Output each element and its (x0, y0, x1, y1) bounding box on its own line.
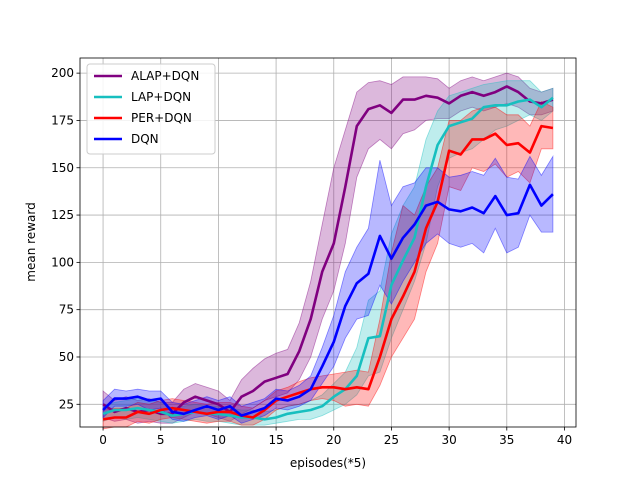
lap-dqn-line (102, 96, 554, 421)
y-tick-label: 125 (51, 208, 74, 222)
dqn-band (102, 154, 554, 424)
per-dqn-line (102, 124, 554, 421)
axes-frame (79, 57, 577, 428)
y-tick-label: 75 (59, 303, 74, 317)
legend: ALAP+DQN LAP+DQN PER+DQN DQN (86, 63, 216, 155)
x-tick-label: 30 (441, 433, 456, 447)
grid (80, 58, 576, 427)
x-tick-label: 25 (384, 433, 399, 447)
legend-label-per-dqn: PER+DQN (131, 111, 192, 125)
y-tick-label: 50 (59, 350, 74, 364)
legend-label-alap-dqn: ALAP+DQN (131, 69, 199, 83)
x-tick-label: 5 (157, 433, 165, 447)
x-axis-label: episodes(*5) (290, 456, 366, 470)
axis-ticks: 0 5 10 15 20 25 30 35 40 25 50 75 100 125 150 175 200 (51, 66, 572, 447)
y-tick-label: 175 (51, 113, 74, 127)
legend-label-dqn: DQN (131, 132, 159, 146)
x-tick-label: 35 (499, 433, 514, 447)
y-tick-label: 25 (59, 397, 74, 411)
y-tick-label: 150 (51, 161, 74, 175)
y-axis-label: mean reward (24, 202, 38, 281)
x-tick-label: 20 (326, 433, 341, 447)
legend-label-lap-dqn: LAP+DQN (131, 90, 191, 104)
legend-box (86, 63, 216, 155)
series-lines (102, 85, 554, 421)
alap-dqn-band (102, 72, 554, 424)
x-tick-label: 40 (557, 433, 572, 447)
x-tick-label: 15 (268, 433, 283, 447)
x-tick-label: 0 (99, 433, 107, 447)
y-tick-label: 200 (51, 66, 74, 80)
dqn-line (102, 183, 554, 417)
y-tick-label: 100 (51, 255, 74, 269)
x-tick-label: 10 (211, 433, 226, 447)
